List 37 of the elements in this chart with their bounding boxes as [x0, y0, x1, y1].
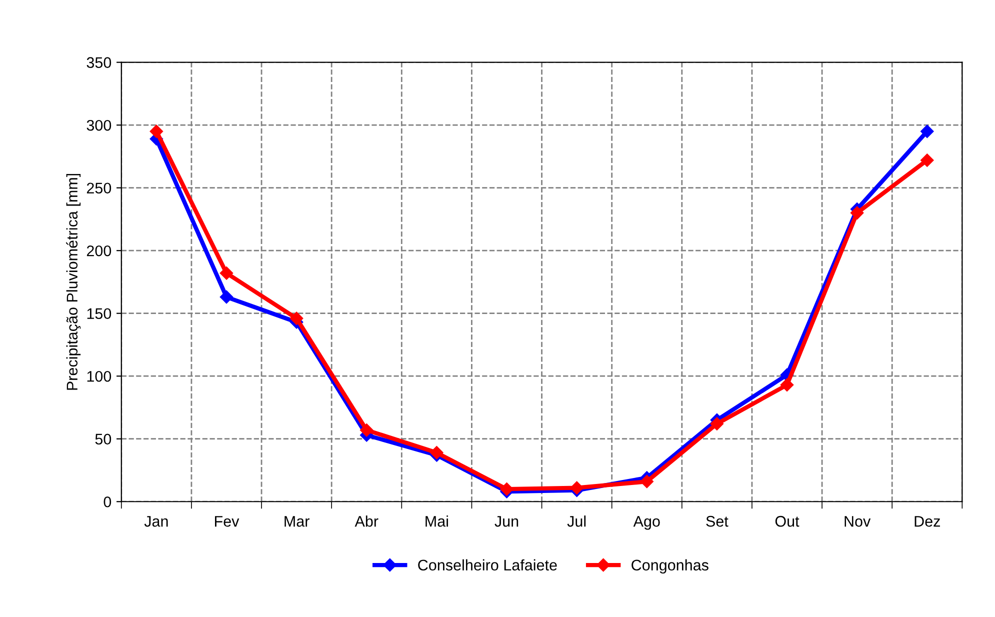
- y-tick-label: 200: [86, 245, 112, 256]
- y-tick-label: 50: [95, 434, 112, 445]
- point: [570, 481, 584, 494]
- point: [150, 124, 164, 138]
- point: [220, 266, 234, 280]
- x-tick-label: Abr: [354, 516, 378, 527]
- point: [290, 312, 304, 325]
- x-tick-label: Jul: [567, 516, 586, 527]
- point: [220, 290, 234, 304]
- point: [780, 378, 794, 392]
- point: [640, 474, 654, 488]
- point: [360, 423, 374, 437]
- y-axis-title: Precipitação Pluviométrica [mm]: [66, 174, 81, 390]
- x-tick-label: Out: [775, 516, 800, 527]
- x-tick-label: Mai: [426, 516, 448, 527]
- x-tick-label: Jun: [494, 516, 518, 527]
- x-tick-label: Set: [706, 516, 728, 527]
- x-tick-label: Jan: [144, 516, 168, 527]
- y-tick-label: 350: [86, 57, 112, 68]
- point: [500, 482, 514, 496]
- x-tick-label: Nov: [844, 516, 871, 527]
- x-tick-label: Mar: [284, 516, 310, 527]
- y-tick-label: 300: [86, 120, 112, 131]
- point: [710, 417, 724, 430]
- point: [920, 124, 934, 138]
- x-tick-label: Ago: [633, 516, 660, 530]
- y-tick-label: 100: [87, 370, 112, 382]
- legend-label: Conselheiro Lafaiete: [418, 559, 557, 571]
- x-tick-label: Dez: [914, 516, 940, 527]
- y-tick-label: 250: [86, 182, 112, 194]
- x-tick-label: Fev: [215, 516, 240, 527]
- legend-label: Congonhas: [632, 559, 708, 574]
- point: [920, 154, 934, 167]
- y-tick-label: 0: [104, 496, 112, 508]
- y-tick-label: 150: [87, 308, 112, 320]
- point: [430, 446, 444, 460]
- point: [850, 206, 864, 220]
